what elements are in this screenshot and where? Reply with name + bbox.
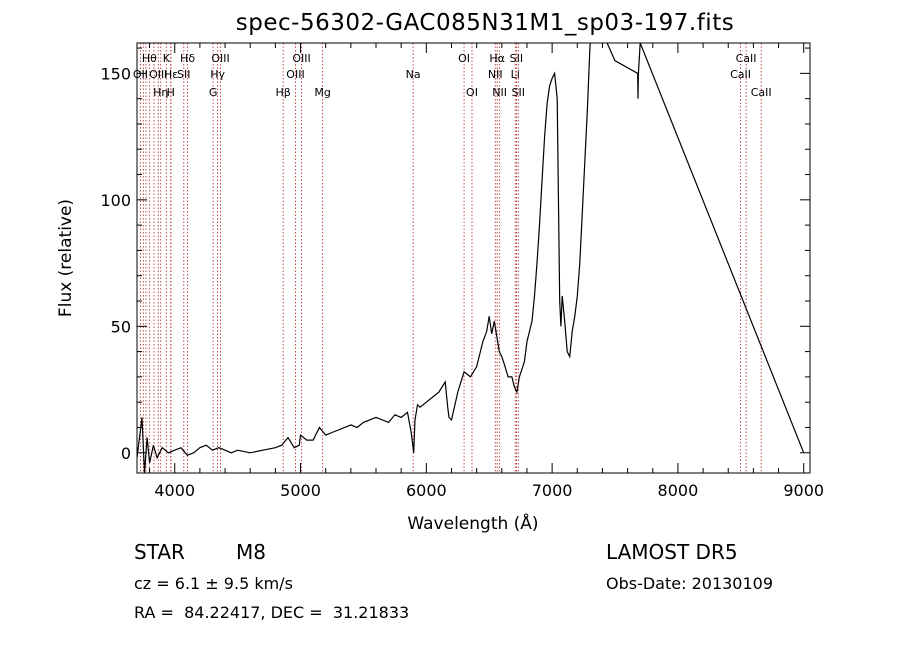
line-marker-label: Hε (164, 68, 178, 81)
object-subclass: M8 (236, 540, 266, 564)
x-tick-label: 6000 (406, 481, 447, 500)
line-marker-label: OII (133, 68, 148, 81)
line-marker-label: NII (492, 86, 507, 99)
y-tick-label: 150 (100, 64, 131, 83)
line-marker-label: Hθ (142, 52, 157, 65)
line-marker-label: CaII (736, 52, 757, 65)
y-tick-label: 0 (121, 444, 131, 463)
line-marker-label: CaII (751, 86, 772, 99)
object-class: STAR (134, 540, 185, 564)
line-marker-label: NII (488, 68, 503, 81)
spectral-line-labels: OIIHθOIIIHηKHHεSIIHδGHγOIIIHβOIIIOIIIMgN… (133, 52, 772, 99)
redshift-cz: cz = 6.1 ± 9.5 km/s (134, 574, 293, 593)
x-tick-label: 9000 (783, 481, 824, 500)
spectral-line-markers (139, 43, 762, 473)
y-tick-label: 100 (100, 191, 131, 210)
line-marker-label: Hη (153, 86, 168, 99)
line-marker-label: OIII (211, 52, 229, 65)
observation-date: Obs-Date: 20130109 (606, 574, 774, 593)
chart-title: spec-56302-GAC085N31M1_sp03-197.fits (235, 10, 735, 36)
coordinates: RA = 84.22417, DEC = 31.21833 (134, 603, 410, 622)
line-marker-label: Hγ (210, 68, 225, 81)
line-marker-label: OIII (292, 52, 310, 65)
survey-name: LAMOST DR5 (606, 540, 738, 564)
x-axis-label: Wavelength (Å) (407, 512, 538, 534)
spectrum-series (137, 43, 805, 473)
line-marker-label: Na (406, 68, 421, 81)
line-marker-label: SII (510, 52, 523, 65)
line-marker-label: K (163, 52, 171, 65)
line-marker-label: H (167, 86, 175, 99)
line-marker-label: OIII (149, 68, 167, 81)
plot-frame (136, 42, 811, 474)
x-tick-label: 5000 (280, 481, 321, 500)
line-marker-label: OI (458, 52, 470, 65)
x-tick-label: 7000 (532, 481, 573, 500)
line-marker-label: CaII (730, 68, 751, 81)
line-marker-label: OIII (286, 68, 304, 81)
x-tick-label: 4000 (154, 481, 195, 500)
line-marker-label: Mg (314, 86, 330, 99)
x-axis: 4000 5000 6000 7000 8000 9000 (149, 43, 824, 500)
line-marker-label: SII (512, 86, 525, 99)
line-marker-label: G (209, 86, 218, 99)
line-marker-label: Hδ (180, 52, 195, 65)
line-marker-label: Hβ (276, 86, 291, 99)
line-marker-label: Li (511, 68, 520, 81)
y-axis: 0 50 100 150 (100, 47, 810, 463)
x-tick-label: 8000 (658, 481, 699, 500)
line-marker-label: Hα (489, 52, 505, 65)
y-tick-label: 50 (111, 317, 131, 336)
line-marker-label: OI (466, 86, 478, 99)
y-axis-label: Flux (relative) (56, 199, 76, 317)
line-marker-label: SII (177, 68, 190, 81)
spectrum-line (137, 43, 805, 473)
